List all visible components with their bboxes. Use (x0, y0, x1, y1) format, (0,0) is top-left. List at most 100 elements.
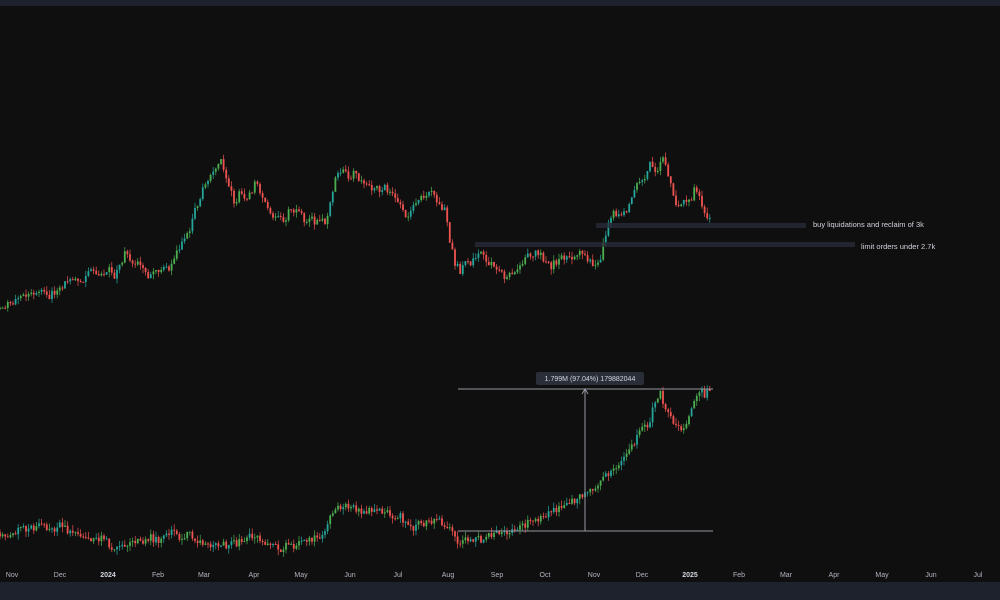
candle (165, 530, 168, 538)
candle (321, 214, 324, 223)
candle (620, 456, 623, 471)
candle (628, 202, 631, 213)
candle (58, 285, 61, 296)
candle (79, 279, 82, 283)
candle (326, 212, 329, 229)
candle (152, 530, 155, 547)
limit-order-zone[interactable] (475, 242, 855, 247)
candle (324, 528, 326, 539)
candle (643, 420, 646, 432)
price-panel-bottom[interactable]: 1.799M (97.04%) 179882044 (0, 372, 713, 557)
candle (378, 507, 381, 511)
candle (459, 261, 462, 274)
candle (344, 502, 347, 511)
candle (4, 534, 7, 541)
x-tick-label: Apr (829, 572, 841, 579)
annotation-limit-orders[interactable]: limit orders under 2.7k (861, 242, 935, 251)
candle (706, 207, 709, 221)
candle (43, 522, 46, 528)
candle (698, 189, 701, 200)
candle (9, 532, 12, 539)
candle (22, 523, 25, 529)
candle (701, 386, 703, 398)
price-panel-top[interactable]: buy liquidations and reclaim of 3k limit… (0, 152, 935, 312)
candle (69, 529, 72, 537)
candle (487, 256, 490, 266)
candle (144, 267, 147, 276)
candle (282, 546, 285, 557)
candle (425, 520, 428, 531)
candle (342, 166, 345, 174)
x-tick-label: Aug (442, 572, 455, 579)
candle (285, 217, 287, 227)
x-tick-label: Nov (588, 572, 601, 579)
candle (329, 514, 332, 529)
candle (571, 251, 573, 265)
candle (149, 529, 152, 546)
candle (84, 270, 87, 288)
measure-tool[interactable]: 1.799M (97.04%) 179882044 (458, 372, 713, 532)
candle (555, 258, 558, 267)
candle (347, 166, 350, 182)
candle (482, 249, 485, 260)
candle (409, 206, 412, 220)
candle (623, 452, 625, 466)
candle (610, 469, 612, 478)
candle (173, 255, 176, 265)
candle (51, 287, 53, 303)
x-tick-label: Apr (249, 572, 261, 579)
candle (690, 406, 693, 418)
candle (100, 531, 103, 546)
candle (129, 249, 131, 263)
candle (350, 504, 352, 512)
candle (422, 190, 425, 200)
candle (162, 264, 165, 272)
candle (654, 162, 657, 177)
candle (532, 520, 534, 526)
candle (116, 546, 118, 555)
candle (6, 299, 9, 312)
candle (415, 518, 417, 536)
candle (110, 262, 113, 276)
candle (448, 222, 451, 243)
candle (511, 523, 514, 536)
candle (454, 247, 456, 270)
candle (334, 176, 337, 192)
candle (433, 518, 436, 529)
chart-area[interactable]: buy liquidations and reclaim of 3k limit… (0, 0, 1000, 582)
candle (313, 213, 316, 230)
candle (266, 539, 269, 546)
candle (649, 417, 651, 429)
candle (222, 538, 225, 546)
candle (272, 542, 274, 548)
candle (675, 190, 677, 207)
candle (40, 288, 43, 295)
candle (308, 535, 311, 546)
candle (649, 161, 651, 173)
candle (373, 504, 376, 513)
candle (604, 470, 607, 477)
candle (402, 200, 404, 212)
candle (381, 187, 384, 196)
candle (651, 402, 654, 428)
candle (417, 519, 420, 530)
candle (643, 174, 646, 184)
top-candles (0, 152, 711, 312)
annotation-liquidation[interactable]: buy liquidations and reclaim of 3k (813, 220, 924, 229)
candle (214, 167, 217, 176)
candle (363, 508, 365, 514)
measure-label: 1.799M (97.04%) 179882044 (545, 376, 636, 383)
candle (201, 183, 204, 201)
candle (633, 442, 636, 447)
x-tick-label: Nov (6, 572, 19, 579)
candle (243, 537, 246, 543)
liquidation-zone[interactable] (596, 223, 806, 228)
candle (17, 295, 20, 305)
candle (183, 233, 186, 244)
candle (545, 513, 547, 518)
candle (287, 206, 290, 223)
candle (612, 209, 615, 221)
candle (682, 423, 685, 434)
x-tick-label: Jun (925, 572, 936, 579)
candle (149, 271, 152, 279)
